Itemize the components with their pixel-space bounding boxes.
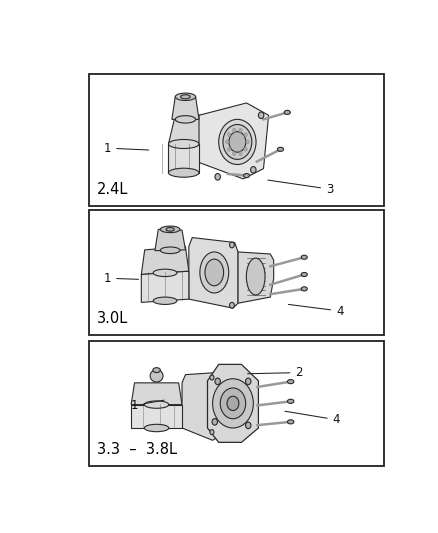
Ellipse shape: [244, 147, 247, 151]
Ellipse shape: [246, 258, 265, 295]
Ellipse shape: [215, 174, 220, 180]
Ellipse shape: [246, 422, 251, 429]
Ellipse shape: [287, 399, 294, 403]
Polygon shape: [189, 238, 238, 308]
Ellipse shape: [169, 168, 199, 177]
Ellipse shape: [284, 110, 290, 115]
Polygon shape: [199, 103, 268, 179]
Text: 4: 4: [285, 411, 340, 426]
Bar: [88, 74, 384, 206]
Ellipse shape: [301, 287, 307, 291]
Ellipse shape: [175, 93, 196, 101]
Ellipse shape: [233, 128, 236, 132]
Ellipse shape: [215, 378, 220, 385]
Text: 3.3  –  3.8L: 3.3 – 3.8L: [97, 442, 177, 457]
Ellipse shape: [239, 128, 242, 132]
Ellipse shape: [166, 228, 174, 231]
Text: 4: 4: [288, 304, 344, 318]
Polygon shape: [131, 383, 182, 405]
Ellipse shape: [181, 95, 190, 99]
Ellipse shape: [258, 112, 264, 118]
Ellipse shape: [227, 133, 231, 137]
Ellipse shape: [244, 133, 247, 137]
Polygon shape: [141, 271, 189, 302]
Ellipse shape: [226, 140, 229, 144]
Ellipse shape: [200, 252, 229, 293]
Ellipse shape: [227, 147, 231, 151]
Bar: [88, 341, 384, 466]
Ellipse shape: [153, 368, 160, 373]
Polygon shape: [169, 144, 199, 173]
Ellipse shape: [227, 396, 239, 410]
Ellipse shape: [219, 119, 256, 165]
Ellipse shape: [287, 420, 294, 424]
Ellipse shape: [153, 269, 177, 277]
Ellipse shape: [229, 132, 246, 152]
Ellipse shape: [230, 302, 234, 308]
Ellipse shape: [169, 140, 199, 149]
Ellipse shape: [160, 247, 180, 254]
Polygon shape: [141, 247, 189, 274]
Ellipse shape: [210, 430, 214, 434]
Polygon shape: [131, 405, 182, 428]
Polygon shape: [238, 252, 274, 303]
Ellipse shape: [233, 151, 236, 156]
Text: 1: 1: [104, 272, 138, 285]
Ellipse shape: [277, 147, 283, 151]
Ellipse shape: [246, 378, 251, 385]
Ellipse shape: [223, 125, 252, 159]
Ellipse shape: [239, 151, 242, 156]
Polygon shape: [169, 115, 206, 144]
Ellipse shape: [220, 388, 246, 419]
Text: 1: 1: [131, 399, 164, 412]
Ellipse shape: [212, 379, 253, 428]
Ellipse shape: [160, 226, 180, 232]
Ellipse shape: [287, 379, 294, 384]
Ellipse shape: [301, 272, 307, 277]
Text: 3.0L: 3.0L: [97, 311, 128, 326]
Ellipse shape: [251, 166, 256, 173]
Text: 2: 2: [247, 366, 303, 379]
Polygon shape: [208, 365, 258, 442]
Ellipse shape: [153, 297, 177, 304]
Ellipse shape: [212, 418, 218, 425]
Polygon shape: [172, 97, 199, 119]
Ellipse shape: [205, 259, 224, 286]
Ellipse shape: [150, 370, 163, 382]
Ellipse shape: [175, 116, 196, 123]
Ellipse shape: [301, 255, 307, 260]
Ellipse shape: [210, 375, 214, 380]
Ellipse shape: [145, 424, 169, 432]
Polygon shape: [182, 373, 219, 440]
Ellipse shape: [145, 401, 169, 408]
Text: 2.4L: 2.4L: [97, 182, 129, 197]
Polygon shape: [155, 229, 185, 251]
Ellipse shape: [246, 140, 249, 144]
Bar: [88, 209, 384, 335]
Ellipse shape: [230, 242, 234, 248]
Ellipse shape: [244, 174, 250, 177]
Text: 1: 1: [104, 142, 149, 155]
Text: 3: 3: [268, 180, 333, 196]
